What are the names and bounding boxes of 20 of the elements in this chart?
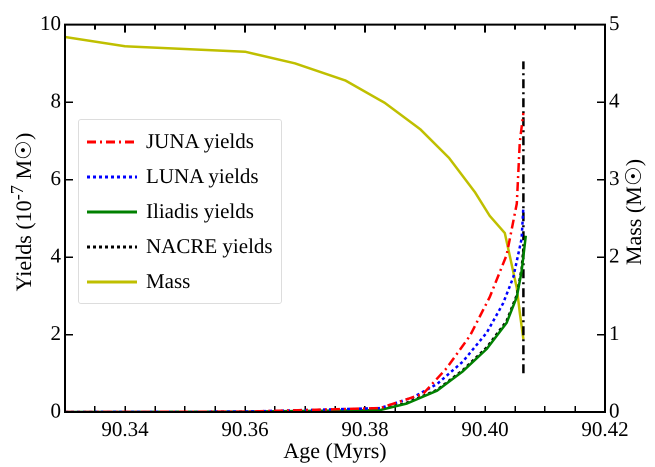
legend-label: JUNA yields xyxy=(146,129,254,154)
y2-tick-label: 4 xyxy=(609,88,620,113)
legend-label: LUNA yields xyxy=(146,164,259,189)
legend-label: NACRE yields xyxy=(146,234,273,259)
y2-tick-label: 1 xyxy=(609,321,620,346)
y-tick-label: 2 xyxy=(50,321,61,346)
y-tick-label: 4 xyxy=(50,244,62,268)
x-tick-label: 90.40 xyxy=(461,417,509,442)
x-tick-label: 90.36 xyxy=(221,417,269,442)
y-tick-label: 8 xyxy=(50,88,61,113)
legend-label: Iliadis yields xyxy=(146,199,254,224)
y-tick-label: 0 xyxy=(50,398,61,423)
y-tick-label: 10 xyxy=(40,11,61,36)
x-tick-label: 90.34 xyxy=(101,417,150,442)
y2-tick-label: 3 xyxy=(609,166,620,190)
y-tick-label: 6 xyxy=(50,166,61,190)
legend-label: Mass xyxy=(146,269,190,294)
y2-axis-title: Mass (M☉) xyxy=(621,158,647,266)
y2-tick-label: 5 xyxy=(609,11,620,36)
y2-tick-label: 2 xyxy=(609,244,620,268)
